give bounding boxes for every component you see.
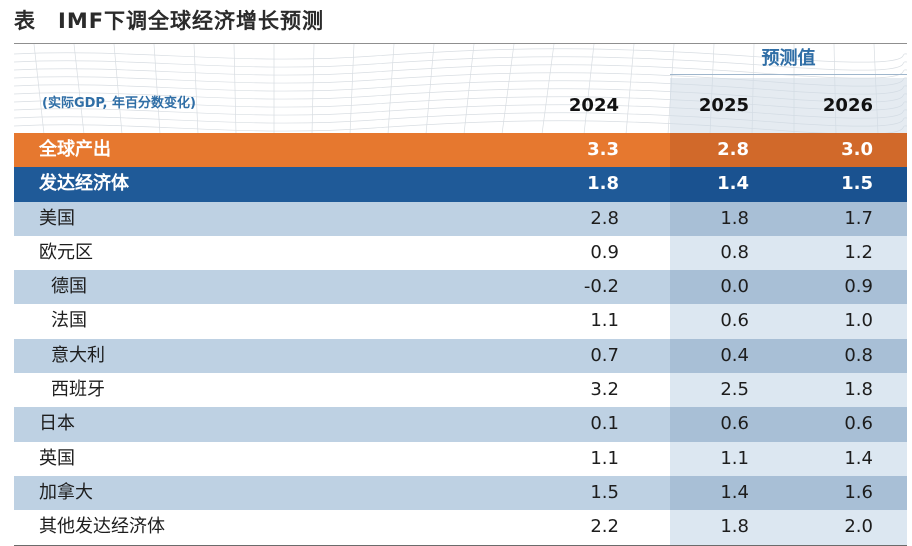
value-cell-2025: 2.5: [720, 379, 749, 401]
row-label: 英国: [39, 447, 75, 469]
forecast-cell-shade: [670, 407, 907, 442]
year-header-2024: 2024: [568, 95, 619, 116]
value-cell-2026: 0.9: [844, 276, 873, 298]
value-cell-2026: 1.0: [844, 310, 873, 332]
value-cell-2024: 3.2: [590, 379, 619, 401]
forecast-cell-shade: [670, 441, 907, 476]
row-label: 加拿大: [39, 481, 93, 503]
table-row: 英国 1.1 1.1 1.4: [14, 441, 907, 476]
value-cell-2025: 1.4: [717, 173, 749, 195]
table-header: 预测值 (实际GDP, 年百分数变化) 2024 2025 2026: [14, 43, 907, 134]
year-header-2026: 2026: [822, 95, 873, 116]
row-label: 法国: [51, 310, 87, 332]
forecast-cell-shade: [670, 373, 907, 408]
unit-note: (实际GDP, 年百分数变化): [42, 96, 196, 111]
value-cell-2024: -0.2: [583, 276, 619, 298]
value-cell-2024: 1.5: [590, 481, 619, 503]
value-cell-2024: 2.8: [590, 207, 619, 229]
forecast-cell-shade: [670, 475, 907, 511]
row-label: 日本: [39, 413, 75, 435]
value-cell-2024: 2.2: [590, 516, 619, 538]
value-cell-2026: 1.6: [844, 481, 873, 503]
row-label: 发达经济体: [39, 173, 129, 195]
forecast-label: 预测值: [761, 48, 816, 69]
table-row: 德国 -0.2 0.0 0.9: [14, 270, 907, 305]
value-cell-2025: 0.8: [720, 241, 749, 263]
value-cell-2026: 1.4: [844, 447, 873, 469]
value-cell-2024: 0.9: [590, 241, 619, 263]
forecast-cell-shade: [670, 304, 907, 339]
value-cell-2025: 1.8: [720, 516, 749, 538]
value-cell-2024: 1.1: [590, 310, 619, 332]
value-cell-2024: 3.3: [587, 139, 619, 160]
value-cell-2026: 1.2: [844, 241, 873, 263]
table-row: 日本 0.1 0.6 0.6: [14, 407, 907, 442]
row-label: 欧元区: [39, 241, 93, 263]
forecast-cell-shade: [670, 167, 907, 202]
table-row: 其他发达经济体 2.2 1.8 2.0: [14, 510, 907, 546]
forecast-cell-shade: [670, 133, 907, 168]
value-cell-2025: 1.4: [720, 481, 749, 503]
value-cell-2026: 3.0: [841, 139, 873, 160]
value-cell-2025: 2.8: [717, 139, 749, 160]
table-row: 意大利 0.7 0.4 0.8: [14, 338, 907, 374]
row-label: 德国: [51, 276, 87, 298]
value-cell-2025: 0.6: [720, 310, 749, 332]
table-body: 全球产出 3.3 2.8 3.0 发达经济体 1.8 1.4 1.5 美国 2.8 1.8 1.7 欧元…: [14, 133, 907, 546]
table-row: 法国 1.1 0.6 1.0: [14, 304, 907, 339]
row-label: 意大利: [51, 344, 105, 366]
forecast-cell-shade: [670, 201, 907, 236]
year-header-2025: 2025: [698, 95, 749, 116]
value-cell-2026: 0.8: [844, 344, 873, 366]
value-cell-2025: 1.1: [720, 447, 749, 469]
value-cell-2025: 0.0: [720, 276, 749, 298]
forecast-cell-shade: [670, 338, 907, 374]
value-cell-2026: 0.6: [844, 413, 873, 435]
table-row: 发达经济体 1.8 1.4 1.5: [14, 167, 907, 202]
table-row: 加拿大 1.5 1.4 1.6: [14, 475, 907, 511]
value-cell-2025: 1.8: [720, 207, 749, 229]
row-label: 西班牙: [51, 379, 105, 401]
title-text: IMF下调全球经济增长预测: [58, 9, 325, 33]
table-row: 美国 2.8 1.8 1.7: [14, 201, 907, 236]
value-cell-2026: 2.0: [844, 516, 873, 538]
forecast-cell-shade: [670, 235, 907, 271]
table-row: 全球产出 3.3 2.8 3.0: [14, 133, 907, 168]
value-cell-2026: 1.8: [844, 379, 873, 401]
value-cell-2025: 0.6: [720, 413, 749, 435]
table-row: 欧元区 0.9 0.8 1.2: [14, 235, 907, 271]
forecast-column-shade: [670, 78, 907, 134]
value-cell-2026: 1.5: [841, 173, 873, 195]
forecast-cell-shade: [670, 270, 907, 305]
table-title: 表 IMF下调全球经济增长预测: [14, 6, 324, 36]
value-cell-2026: 1.7: [844, 207, 873, 229]
table-row: 西班牙 3.2 2.5 1.8: [14, 373, 907, 408]
value-cell-2024: 1.1: [590, 447, 619, 469]
title-prefix: 表: [14, 9, 36, 33]
value-cell-2024: 0.7: [590, 344, 619, 366]
forecast-cell-shade: [670, 510, 907, 545]
value-cell-2024: 1.8: [587, 173, 619, 195]
value-cell-2024: 0.1: [590, 413, 619, 435]
row-label: 全球产出: [39, 139, 111, 160]
row-label: 美国: [39, 207, 75, 229]
row-label: 其他发达经济体: [39, 516, 165, 538]
forecast-divider: [670, 74, 907, 75]
value-cell-2025: 0.4: [720, 344, 749, 366]
